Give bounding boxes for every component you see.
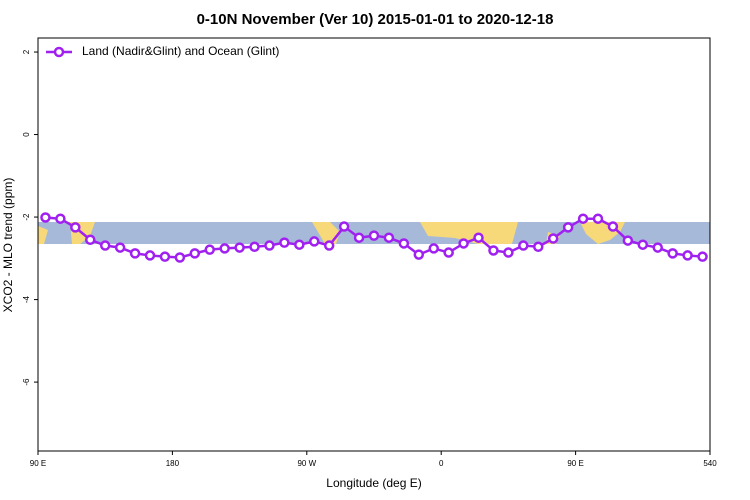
y-tick-label: -2 xyxy=(22,213,31,221)
data-point xyxy=(592,213,604,224)
data-point xyxy=(383,232,395,243)
data-point xyxy=(189,248,201,259)
y-axis-label: XCO2 - MLO trend (ppm) xyxy=(1,178,15,313)
data-point xyxy=(174,252,186,263)
data-point xyxy=(159,251,171,262)
data-point xyxy=(353,232,365,243)
y-tick-label: -4 xyxy=(22,295,31,303)
y-tick-label: 0 xyxy=(22,132,31,137)
y-tick-label: 2 xyxy=(22,49,31,54)
x-tick-label: 0 xyxy=(439,459,444,468)
data-point xyxy=(85,234,96,246)
data-point xyxy=(279,237,290,248)
data-point xyxy=(249,241,260,253)
data-point xyxy=(338,221,350,232)
data-point xyxy=(637,239,649,250)
data-point xyxy=(577,213,589,224)
x-tick-label: 90 E xyxy=(30,459,46,468)
data-point xyxy=(309,236,320,247)
x-tick-label: 540 xyxy=(703,459,717,468)
data-point xyxy=(458,238,469,249)
data-point xyxy=(204,244,215,255)
data-point xyxy=(488,245,499,256)
data-point xyxy=(562,222,574,233)
data-point xyxy=(144,250,156,261)
data-point xyxy=(547,233,559,244)
data-point xyxy=(129,248,141,259)
data-point xyxy=(503,247,514,258)
data-point xyxy=(428,243,439,254)
data-point xyxy=(70,222,81,233)
y-tick-label: -6 xyxy=(22,378,31,386)
legend-marker xyxy=(53,46,65,58)
data-point xyxy=(473,232,484,243)
data-point xyxy=(234,242,245,253)
land xyxy=(38,226,48,244)
data-point xyxy=(114,242,126,253)
x-tick-label: 90 E xyxy=(567,459,583,468)
data-point xyxy=(607,221,619,232)
legend-label: Land (Nadir&Glint) and Ocean (Glint) xyxy=(82,44,279,58)
x-tick-label: 180 xyxy=(166,459,180,468)
x-axis-label: Longitude (deg E) xyxy=(326,476,421,490)
data-point xyxy=(368,230,380,241)
data-point xyxy=(40,212,51,223)
data-point xyxy=(398,238,410,249)
data-point xyxy=(55,213,66,224)
data-point xyxy=(294,239,305,250)
data-point xyxy=(533,241,544,253)
data-point xyxy=(219,243,230,254)
x-tick-label: 90 W xyxy=(297,459,316,468)
plot-frame xyxy=(37,37,711,452)
data-point xyxy=(99,240,111,251)
data-point xyxy=(443,247,454,258)
data-point xyxy=(682,250,693,261)
data-point xyxy=(264,240,275,251)
data-point xyxy=(518,240,529,251)
data-point xyxy=(652,242,663,253)
data-point xyxy=(667,248,678,259)
chart-title: 0-10N November (Ver 10) 2015-01-01 to 20… xyxy=(197,11,554,28)
data-point xyxy=(413,249,425,260)
data-point xyxy=(323,240,335,251)
data-point xyxy=(622,235,634,246)
land xyxy=(420,222,518,244)
land xyxy=(312,222,340,244)
data-point xyxy=(697,251,708,262)
